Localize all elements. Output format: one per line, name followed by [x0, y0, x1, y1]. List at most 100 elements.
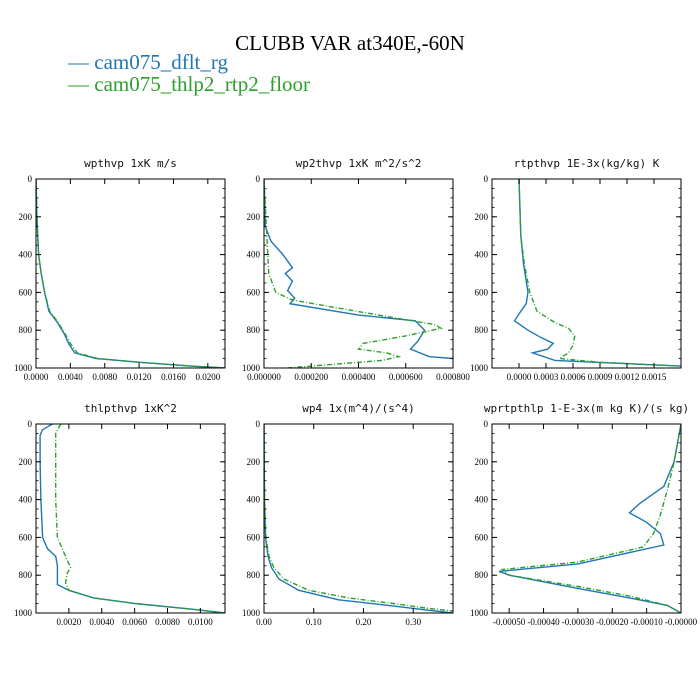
- x-tick-label: 0.20: [356, 617, 372, 627]
- x-tick-label: 0.0012: [615, 372, 640, 382]
- x-tick-label: 0.0160: [161, 372, 186, 382]
- legend: — cam075_dflt_rg — cam075_thlp2_rtp2_flo…: [67, 50, 310, 96]
- series-line-floor: [264, 179, 444, 368]
- series-group: [513, 179, 681, 367]
- x-tick-label: 0.00: [256, 617, 272, 627]
- y-tick-label: 200: [247, 457, 261, 467]
- y-tick-label: 0: [28, 419, 33, 429]
- y-tick-label: 800: [475, 570, 489, 580]
- series-group: [498, 424, 681, 613]
- y-tick-label: 600: [247, 287, 261, 297]
- y-tick-label: 400: [247, 495, 261, 505]
- series-line-dflt: [264, 179, 453, 360]
- legend-marker-floor: —: [67, 72, 90, 96]
- y-tick-label: 1000: [470, 608, 489, 618]
- x-tick-label: 0.0060: [122, 617, 147, 627]
- y-tick-label: 400: [19, 250, 33, 260]
- legend-label-dflt: cam075_dflt_rg: [94, 50, 228, 74]
- series-line-dflt: [498, 424, 681, 613]
- y-tick-label: 0: [28, 174, 33, 184]
- y-tick-label: 200: [475, 457, 489, 467]
- panel-title: wp4 1x(m^4)/(s^4): [302, 402, 415, 415]
- x-tick-label: 0.0080: [155, 617, 180, 627]
- y-tick-label: 1000: [242, 363, 261, 373]
- x-tick-label: 0.0040: [89, 617, 114, 627]
- legend-label-floor: cam075_thlp2_rtp2_floor: [94, 72, 310, 96]
- x-tick-label: 0.0000: [507, 372, 532, 382]
- x-tick-label: 0.0009: [588, 372, 613, 382]
- y-tick-label: 1000: [14, 363, 33, 373]
- series-group: [264, 424, 453, 613]
- y-tick-label: 600: [247, 532, 261, 542]
- plot-frame: [35, 423, 226, 614]
- y-tick-label: 0: [484, 419, 489, 429]
- y-tick-label: 1000: [242, 608, 261, 618]
- series-line-floor: [500, 424, 681, 613]
- series-line-dflt: [513, 179, 681, 367]
- x-tick-label: 0.000400: [342, 372, 376, 382]
- y-tick-label: 1000: [470, 363, 489, 373]
- series-group: [36, 179, 225, 368]
- y-tick-label: 400: [475, 495, 489, 505]
- plot-frame: [263, 423, 454, 614]
- panel-title: wp2thvp 1xK m^2/s^2: [296, 157, 422, 170]
- figure-title: CLUBB VAR at340E,-60N: [235, 31, 465, 55]
- y-tick-label: 200: [475, 212, 489, 222]
- panel-title: rtpthvp 1E-3x(kg/kg) K: [514, 157, 660, 170]
- plot-frame: [491, 423, 682, 614]
- series-line-dflt: [264, 424, 453, 613]
- y-tick-label: 800: [247, 325, 261, 335]
- y-tick-label: 600: [475, 287, 489, 297]
- series-line-floor: [55, 424, 225, 613]
- panel-title: wprtpthlp 1-E-3x(m kg K)/(s kg): [484, 402, 689, 415]
- x-tick-label: 0.000600: [389, 372, 423, 382]
- y-tick-label: 0: [484, 174, 489, 184]
- x-tick-label: 0.000000: [247, 372, 281, 382]
- x-tick-label: 0.0006: [561, 372, 586, 382]
- legend-item-dflt: — cam075_dflt_rg: [67, 50, 229, 74]
- series-group: [264, 179, 453, 368]
- x-tick-label: -0.00020: [596, 617, 629, 627]
- y-tick-label: 400: [475, 250, 489, 260]
- y-tick-label: 600: [475, 532, 489, 542]
- x-tick-label: 0.0000: [24, 372, 49, 382]
- x-tick-label: 0.0120: [127, 372, 152, 382]
- x-tick-label: -0.00040: [527, 617, 560, 627]
- x-tick-label: -0.00010: [631, 617, 664, 627]
- x-tick-label: -0.00000: [665, 617, 698, 627]
- y-tick-label: 400: [247, 250, 261, 260]
- plot-frame: [263, 178, 454, 369]
- x-tick-label: -0.00030: [562, 617, 595, 627]
- plot-frame: [35, 178, 226, 369]
- y-tick-label: 1000: [14, 608, 33, 618]
- panel-4: thlpthvp 1xK^2 0 200 400 600 800 1000 0.0020 0.0…: [14, 402, 226, 627]
- panel-2: wp2thvp 1xK m^2/s^2020040060080010000.00…: [242, 157, 470, 382]
- y-tick-label: 800: [475, 325, 489, 335]
- y-tick-label: 800: [19, 325, 33, 335]
- y-tick-label: 600: [19, 287, 33, 297]
- series-line-floor: [518, 179, 681, 367]
- y-tick-label: 0: [256, 174, 261, 184]
- panel-6: wprtpthlp 1-E-3x(m kg K)/(s kg) 0 200 400 60…: [470, 402, 698, 627]
- series-group: [39, 424, 225, 613]
- panel-title: thlpthvp 1xK^2: [84, 402, 177, 415]
- y-tick-label: 400: [19, 495, 33, 505]
- x-tick-label: 0.10: [306, 617, 322, 627]
- series-line-floor: [264, 424, 453, 612]
- series-line-dflt: [39, 424, 225, 613]
- x-tick-label: 0.0040: [58, 372, 83, 382]
- x-tick-label: -0.00050: [493, 617, 526, 627]
- legend-marker-dflt: —: [67, 50, 90, 74]
- x-tick-label: 0.000200: [294, 372, 328, 382]
- panel-title: wpthvp 1xK m/s: [84, 157, 177, 170]
- x-tick-label: 0.0003: [534, 372, 559, 382]
- y-tick-label: 600: [19, 532, 33, 542]
- x-tick-label: 0.0020: [56, 617, 81, 627]
- x-tick-label: 0.30: [405, 617, 421, 627]
- y-tick-label: 200: [19, 212, 33, 222]
- y-tick-label: 800: [19, 570, 33, 580]
- y-tick-label: 200: [19, 457, 33, 467]
